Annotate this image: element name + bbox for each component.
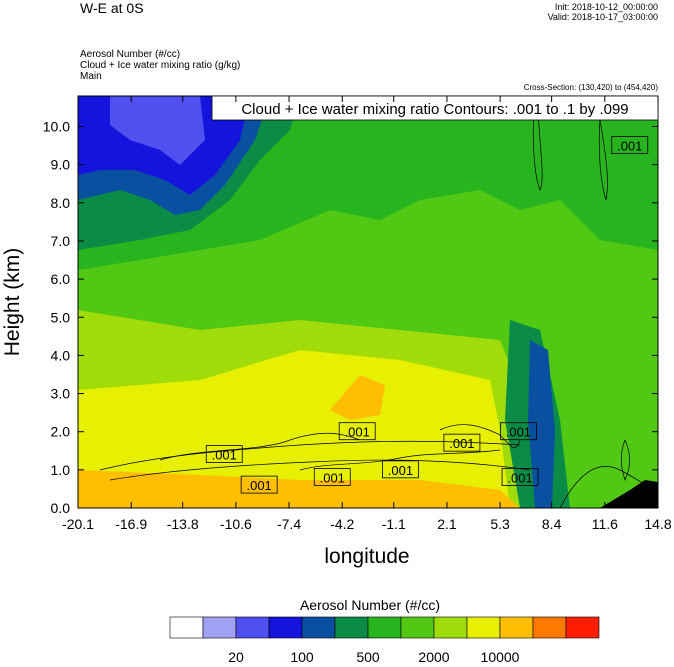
contour-label: .001 <box>338 422 376 441</box>
colorbar-swatch <box>400 616 435 639</box>
contour-label-box <box>338 422 376 441</box>
y-tick-label: 0.0 <box>51 500 71 516</box>
colorbar-swatch <box>433 616 468 639</box>
x-tick-label: -7.4 <box>277 516 301 532</box>
y-tick-label: 1.0 <box>51 462 71 478</box>
colorbar: 20 100 500 2000 10000 <box>169 616 600 665</box>
colorbar-label: 20 <box>228 649 244 665</box>
x-axis: -20.1 -16.9 -13.8 -10.6 -7.4 -4.2 -1.1 2.1 5.3 8.… <box>62 96 672 532</box>
x-tick-label: 2.1 <box>437 516 457 532</box>
x-tick-label: 8.4 <box>542 516 562 532</box>
colorbar-swatch <box>499 616 534 639</box>
x-tick-label: 11.6 <box>592 516 618 532</box>
x-tick-label: -10.6 <box>220 516 252 532</box>
contour-label-text: .001 <box>345 425 370 440</box>
y-tick-label: 5.0 <box>51 309 71 325</box>
contour-info-background <box>211 95 659 121</box>
x-tick-label: 5.3 <box>490 516 510 532</box>
contour-label-box <box>382 460 419 479</box>
contour-label-box <box>313 468 351 486</box>
contour-label: .001 <box>611 136 649 154</box>
y-tick-label: 9.0 <box>51 157 71 173</box>
contour-label-box <box>240 475 278 494</box>
field-orange-low <box>78 470 520 508</box>
field-yellow <box>78 350 510 508</box>
contour-label-text: .001 <box>246 478 271 493</box>
y-tick-label: 3.0 <box>51 386 71 402</box>
y-tick-label: 10.0 <box>43 119 70 135</box>
colorbar-label: 2000 <box>418 649 449 665</box>
colorbar-label: 500 <box>356 649 380 665</box>
colorbar-swatch <box>169 616 204 639</box>
field-plume-blue <box>528 340 555 508</box>
chart-title: W-E at 0S <box>80 0 144 16</box>
colorbar-swatch <box>268 616 303 639</box>
colorbar-swatch <box>301 616 336 639</box>
colorbar-title: Aerosol Number (#/cc) <box>300 597 440 613</box>
field-label-main: Main <box>80 71 102 82</box>
colorbar-swatch <box>565 616 600 639</box>
contour-label: .001 <box>382 460 419 479</box>
terrain <box>600 480 658 508</box>
init-time: Init: 2018-10-12_00:00:00 <box>554 2 658 12</box>
field-light-blue <box>110 96 205 165</box>
x-tick-label: -16.9 <box>115 516 147 532</box>
y-tick-label: 8.0 <box>51 195 71 211</box>
y-tick-label: 7.0 <box>51 233 71 249</box>
contour-label-box <box>500 422 537 441</box>
contour-labels: .001 .001 .001 .001 .001 .001 .001 .001 .001 <box>205 136 649 494</box>
colorbar-swatch <box>367 616 402 639</box>
contour-label: .001 <box>500 422 537 441</box>
contour-label: .001 <box>443 433 481 452</box>
y-tick-label: 4.0 <box>51 347 71 363</box>
contour-label-text: .001 <box>388 463 413 478</box>
field-label-cloud: Cloud + Ice water mixing ratio (g/kg) <box>80 60 241 71</box>
contour-label: .001 <box>240 475 278 494</box>
y-axis-label: Height (km) <box>1 248 24 357</box>
plot-area: .001 .001 .001 .001 .001 .001 .001 .001 .001 <box>78 96 658 508</box>
contour-label-box <box>443 433 481 452</box>
contour-label-text: .001 <box>617 139 642 154</box>
contour-label-text: .001 <box>449 436 474 451</box>
contour-label: .001 <box>501 468 539 486</box>
y-tick-label: 2.0 <box>51 424 71 440</box>
contour-info-text: Cloud + Ice water mixing ratio Contours:… <box>241 101 628 118</box>
contour-lines <box>99 109 658 508</box>
contour-label-box <box>501 468 539 486</box>
colorbar-swatch <box>466 616 501 639</box>
colorbar-swatch <box>334 616 369 639</box>
x-axis-label: longitude <box>324 545 409 568</box>
x-tick-label: -20.1 <box>62 516 94 532</box>
x-tick-label: 14.8 <box>644 516 671 532</box>
x-tick-label: -1.1 <box>382 516 406 532</box>
y-tick-label: 6.0 <box>51 271 71 287</box>
field-label-aerosol: Aerosol Number (#/cc) <box>80 49 181 60</box>
contour-label-text: .001 <box>320 470 345 485</box>
contour-label: .001 <box>205 445 243 463</box>
colorbar-swatch <box>532 616 567 639</box>
contour-info-box: Cloud + Ice water mixing ratio Contours:… <box>211 95 659 121</box>
cross-section-label: Cross-Section: (130,420) to (454,420) <box>523 83 658 92</box>
contour-label-text: .001 <box>506 425 531 440</box>
contour-label-text: .001 <box>507 470 532 485</box>
colorbar-label: 100 <box>290 649 314 665</box>
contour-label-box <box>611 136 649 154</box>
field-orange-patch <box>330 375 385 420</box>
x-tick-label: -13.8 <box>167 516 199 532</box>
contour-label-text: .001 <box>212 448 237 463</box>
colorbar-label: 10000 <box>481 649 520 665</box>
x-tick-label: -4.2 <box>330 516 354 532</box>
y-axis: 0.0 1.0 2.0 3.0 4.0 5.0 6.0 7.0 8.0 9.0 10.0 <box>43 119 658 516</box>
valid-time: Valid: 2018-10-17_03:00:00 <box>547 12 658 22</box>
contour-label: .001 <box>313 468 351 486</box>
colorbar-swatch <box>202 616 237 639</box>
colorbar-swatch <box>235 616 270 639</box>
contour-label-box <box>205 445 243 463</box>
